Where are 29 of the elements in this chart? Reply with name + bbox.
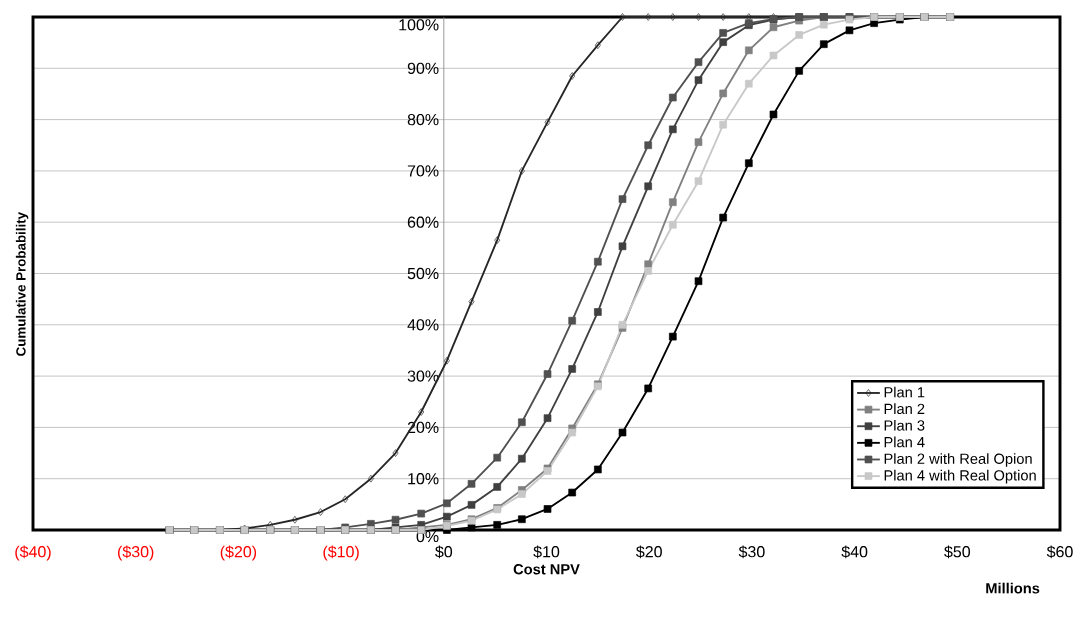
- legend-label: Plan 4 with Real Option: [884, 469, 1036, 484]
- legend-label: Plan 4: [884, 436, 925, 448]
- x-tick-label: ($40): [15, 545, 51, 561]
- legend-label: Plan 2 with Real Opion: [884, 453, 1032, 467]
- x-tick-label: $10: [533, 545, 560, 559]
- x-tick-label: $30: [738, 545, 765, 559]
- x-tick-label: $0: [435, 545, 453, 559]
- legend-label: Plan 2: [884, 403, 925, 415]
- x-tick-label: $20: [636, 545, 662, 559]
- y-tick-label: 40%: [407, 319, 439, 331]
- y-tick-label: 60%: [407, 216, 439, 228]
- y-tick-label: 90%: [407, 62, 439, 74]
- x-tick-label: ($20): [220, 545, 257, 561]
- y-tick-label: 100%: [399, 19, 439, 31]
- legend-label: Plan 1: [884, 386, 925, 398]
- y-tick-label: 10%: [408, 473, 439, 485]
- y-tick-label: 80%: [407, 113, 439, 126]
- x-tick-label: ($10): [323, 545, 359, 561]
- legend-label: Plan 3: [884, 419, 925, 431]
- y-axis-title: Cumulative Probability: [15, 212, 29, 356]
- x-tick-label: $40: [841, 545, 868, 559]
- y-tick-label: 70%: [407, 165, 439, 177]
- text: Millions: [986, 582, 1040, 594]
- y-tick-label: 50%: [407, 267, 439, 280]
- y-tick-label: 30%: [407, 370, 439, 382]
- x-axis-title: Cost NPV: [513, 564, 580, 575]
- x-tick-label: $60: [1046, 545, 1073, 559]
- x-tick-label: $50: [944, 545, 971, 559]
- x-tick-label: ($30): [118, 545, 154, 561]
